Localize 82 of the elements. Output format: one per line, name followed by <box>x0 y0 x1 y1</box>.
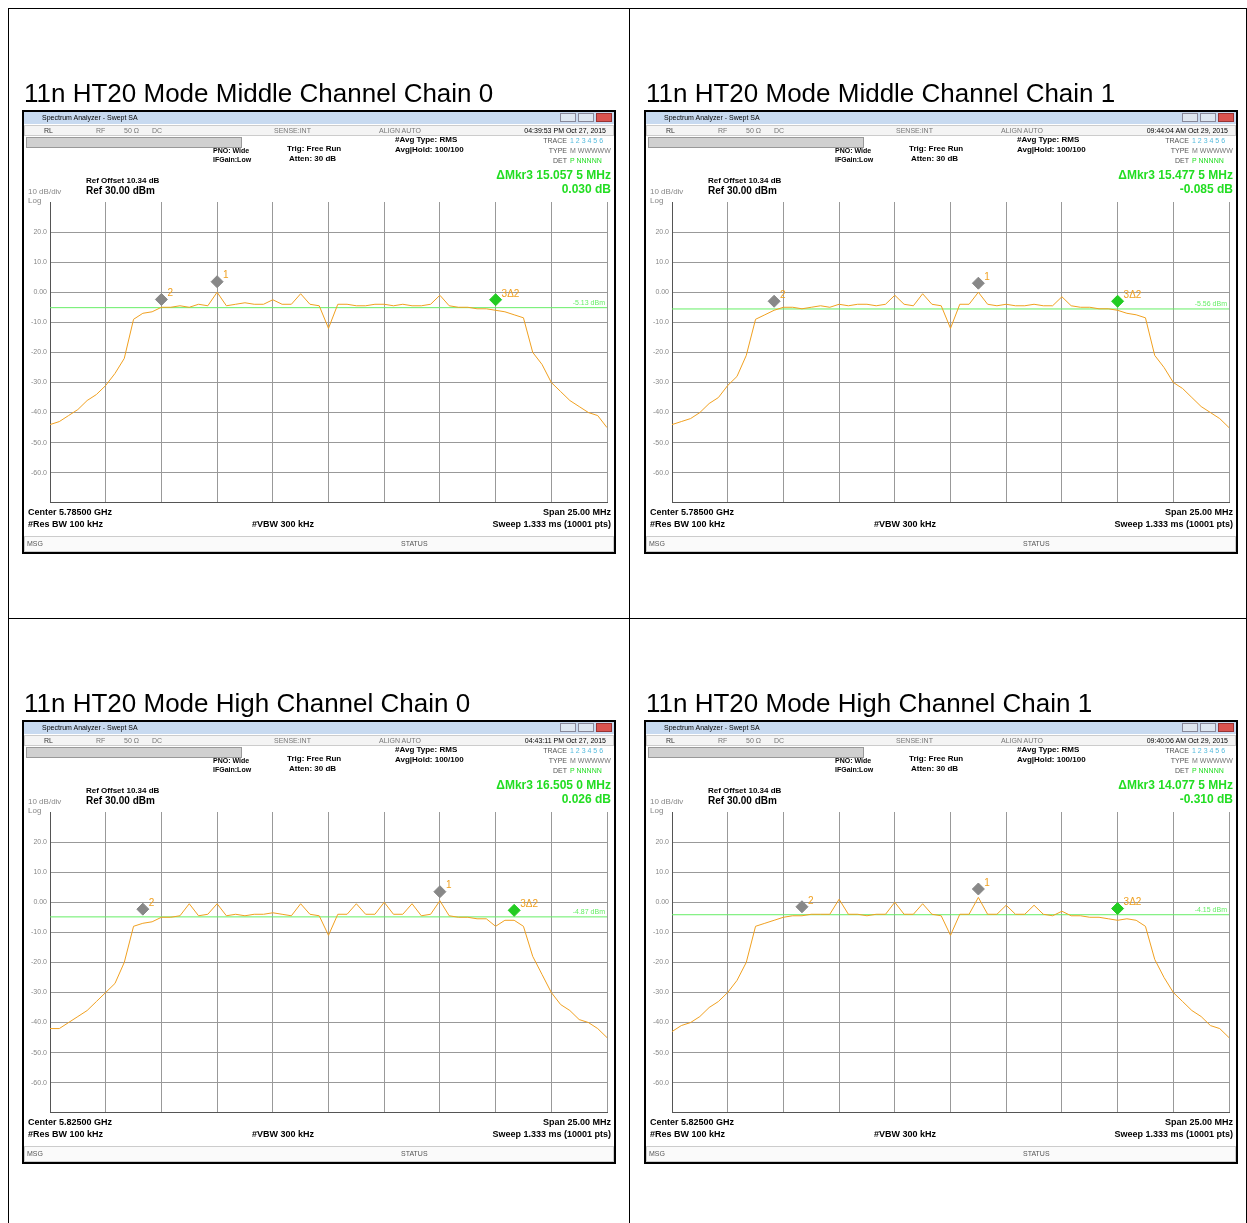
chart-title: 11n HT20 Mode Middle Channel Chain 1 <box>646 78 1116 109</box>
text: Atten: 30 dB <box>911 764 959 773</box>
text: #Res BW 100 kHz <box>650 519 726 529</box>
chart-title: 11n HT20 Mode High Channel Chain 0 <box>24 688 471 719</box>
series-label: 3Δ2 <box>520 898 539 910</box>
text: Atten: 30 dB <box>289 154 337 163</box>
text: ΔMkr3 15.057 5 MHz <box>496 168 611 182</box>
text: #Res BW 100 kHz <box>28 1129 104 1139</box>
text: Ref Offset 10.34 dB <box>86 786 160 795</box>
point <box>1111 902 1125 916</box>
text: 0.030 dB <box>561 182 611 196</box>
text: Avg|Hold: 100/100 <box>1017 145 1086 154</box>
series-label: 2 <box>780 289 787 301</box>
text: Avg|Hold: 100/100 <box>395 145 464 154</box>
text: Sweep 1.333 ms (10001 pts) <box>492 1129 611 1139</box>
series-label: 3Δ2 <box>1123 896 1142 908</box>
text: Trig: Free Run <box>287 754 342 763</box>
text: Atten: 30 dB <box>289 764 337 773</box>
text: 10 dB/div <box>28 797 62 806</box>
text: Ref 30.00 dBm <box>86 185 155 196</box>
text: #VBW 300 kHz <box>252 1129 315 1139</box>
text: Ref Offset 10.34 dB <box>708 176 782 185</box>
text: Ref Offset 10.34 dB <box>708 786 782 795</box>
text: Trig: Free Run <box>909 754 964 763</box>
text: #Avg Type: RMS <box>395 745 458 754</box>
chart-title: 11n HT20 Mode High Channel Chain 1 <box>646 688 1093 719</box>
text: #VBW 300 kHz <box>874 519 937 529</box>
series-label: 1 <box>223 269 230 281</box>
series-label: 2 <box>167 287 174 299</box>
text: #VBW 300 kHz <box>252 519 315 529</box>
text: Ref 30.00 dBm <box>708 185 777 196</box>
text: 10 dB/div <box>28 187 62 196</box>
text: ΔMkr3 15.477 5 MHz <box>1118 168 1233 182</box>
text: Ref 30.00 dBm <box>86 795 155 806</box>
point <box>210 275 224 289</box>
text: #Avg Type: RMS <box>395 135 458 144</box>
text: #Avg Type: RMS <box>1017 135 1080 144</box>
text: Ref Offset 10.34 dB <box>86 176 160 185</box>
text: Center 5.82500 GHz <box>650 1117 735 1127</box>
text: ΔMkr3 14.077 5 MHz <box>1118 778 1233 792</box>
text: #Res BW 100 kHz <box>28 519 104 529</box>
text: Sweep 1.333 ms (10001 pts) <box>1114 1129 1233 1139</box>
text: -0.085 dB <box>1179 182 1233 196</box>
text: Span 25.00 MHz <box>1164 1117 1233 1127</box>
text: Log <box>28 806 42 815</box>
chart-title: 11n HT20 Mode Middle Channel Chain 0 <box>24 78 494 109</box>
text: Trig: Free Run <box>909 144 964 153</box>
text: Span 25.00 MHz <box>542 1117 611 1127</box>
point <box>971 882 985 896</box>
series-label: 2 <box>807 894 814 906</box>
text: 10 dB/div <box>650 797 684 806</box>
text: Span 25.00 MHz <box>1164 507 1233 517</box>
point <box>489 293 503 307</box>
text: 10 dB/div <box>650 187 684 196</box>
text: Log <box>650 196 664 205</box>
text: Log <box>28 196 42 205</box>
point <box>154 292 168 306</box>
series-label: 1 <box>984 270 991 282</box>
text: Center 5.78500 GHz <box>28 507 113 517</box>
text: Avg|Hold: 100/100 <box>1017 755 1086 764</box>
text: Sweep 1.333 ms (10001 pts) <box>1114 519 1233 529</box>
point <box>795 900 809 914</box>
text: Center 5.78500 GHz <box>650 507 735 517</box>
text: Trig: Free Run <box>287 144 342 153</box>
text: Center 5.82500 GHz <box>28 1117 113 1127</box>
series-label: 1 <box>445 879 452 891</box>
text: Avg|Hold: 100/100 <box>395 755 464 764</box>
text: Ref 30.00 dBm <box>708 795 777 806</box>
text: ΔMkr3 16.505 0 MHz <box>496 778 611 792</box>
text: Span 25.00 MHz <box>542 507 611 517</box>
text: #VBW 300 kHz <box>874 1129 937 1139</box>
text: -0.310 dB <box>1179 792 1233 806</box>
text: Atten: 30 dB <box>911 154 959 163</box>
text: Log <box>650 806 664 815</box>
series-label: 3Δ2 <box>501 287 520 299</box>
series-label: 3Δ2 <box>1123 289 1142 301</box>
text: 0.026 dB <box>561 792 611 806</box>
text: #Res BW 100 kHz <box>650 1129 726 1139</box>
text: #Avg Type: RMS <box>1017 745 1080 754</box>
series-label: 2 <box>148 896 155 908</box>
text: Sweep 1.333 ms (10001 pts) <box>492 519 611 529</box>
series-label: 1 <box>984 876 991 888</box>
